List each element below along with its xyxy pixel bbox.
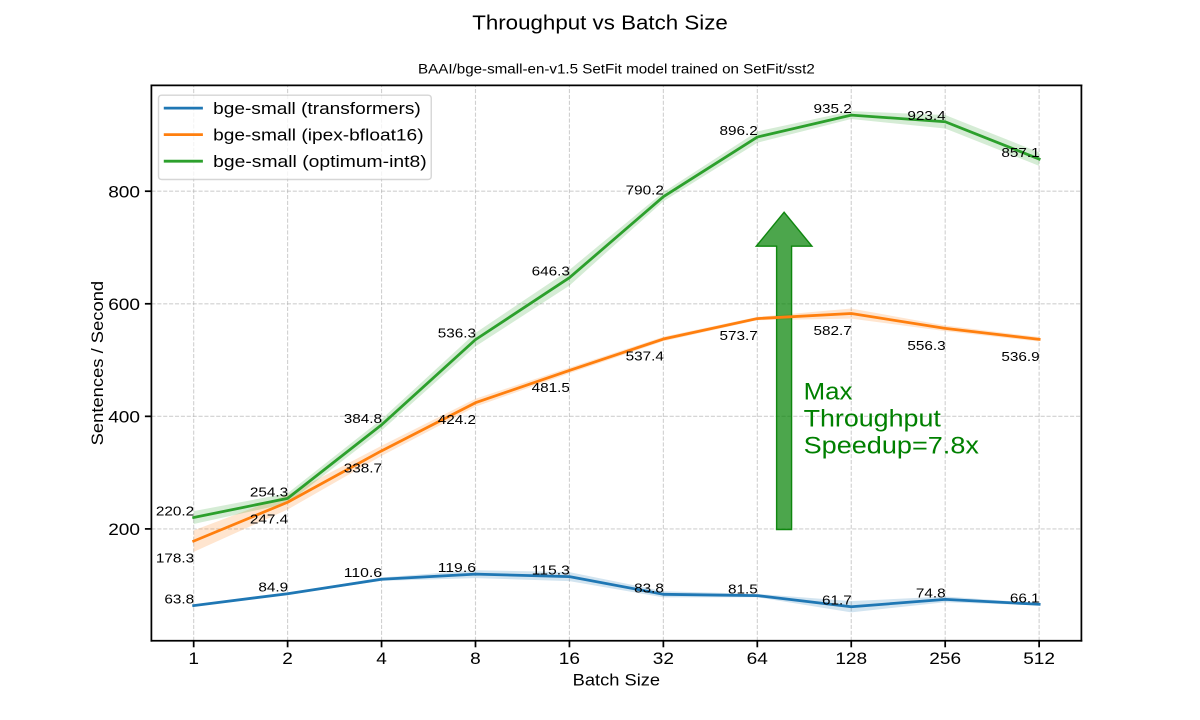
svg-text:BAAI/bge-small-en-v1.5 SetFit: BAAI/bge-small-en-v1.5 SetFit model trai… <box>418 62 815 77</box>
svg-text:790.2: 790.2 <box>626 183 664 198</box>
svg-text:Batch Size: Batch Size <box>573 670 660 689</box>
svg-text:573.7: 573.7 <box>720 328 758 343</box>
svg-text:247.4: 247.4 <box>250 512 289 527</box>
svg-text:32: 32 <box>653 649 674 668</box>
svg-text:Max: Max <box>804 380 853 406</box>
svg-text:923.4: 923.4 <box>907 108 946 123</box>
svg-text:646.3: 646.3 <box>532 264 570 279</box>
svg-text:2: 2 <box>282 649 293 668</box>
svg-text:896.2: 896.2 <box>720 123 758 138</box>
svg-text:bge-small (ipex-bfloat16): bge-small (ipex-bfloat16) <box>213 125 423 144</box>
svg-text:119.6: 119.6 <box>438 560 476 575</box>
svg-text:556.3: 556.3 <box>907 338 945 353</box>
svg-text:Sentences / Second: Sentences / Second <box>88 281 107 445</box>
svg-text:1: 1 <box>188 649 199 668</box>
svg-text:481.5: 481.5 <box>532 380 570 395</box>
svg-text:254.3: 254.3 <box>250 484 288 499</box>
svg-text:66.1: 66.1 <box>1010 590 1040 605</box>
svg-text:8: 8 <box>470 649 481 668</box>
svg-text:64: 64 <box>747 649 768 668</box>
svg-text:200: 200 <box>108 520 140 539</box>
svg-text:935.2: 935.2 <box>813 101 851 116</box>
svg-text:Throughput: Throughput <box>804 407 942 433</box>
svg-text:115.3: 115.3 <box>532 563 570 578</box>
svg-text:128: 128 <box>835 649 867 668</box>
svg-text:110.6: 110.6 <box>344 565 382 580</box>
svg-text:256: 256 <box>929 649 961 668</box>
svg-text:424.2: 424.2 <box>438 412 476 427</box>
svg-text:512: 512 <box>1023 649 1055 668</box>
svg-text:600: 600 <box>108 295 140 314</box>
svg-text:bge-small (transformers): bge-small (transformers) <box>213 99 421 118</box>
svg-text:582.7: 582.7 <box>813 323 851 338</box>
svg-text:800: 800 <box>108 182 140 201</box>
svg-text:63.8: 63.8 <box>164 592 194 607</box>
svg-text:61.7: 61.7 <box>822 593 852 608</box>
svg-text:74.8: 74.8 <box>916 585 946 600</box>
svg-text:338.7: 338.7 <box>344 460 382 475</box>
svg-text:220.2: 220.2 <box>156 504 194 519</box>
svg-text:536.3: 536.3 <box>438 326 476 341</box>
svg-text:Throughput vs Batch Size: Throughput vs Batch Size <box>472 12 728 34</box>
svg-text:83.8: 83.8 <box>634 580 664 595</box>
svg-text:857.1: 857.1 <box>1001 145 1039 160</box>
svg-text:400: 400 <box>108 407 140 426</box>
svg-text:84.9: 84.9 <box>258 580 288 595</box>
svg-text:178.3: 178.3 <box>156 551 194 566</box>
svg-text:537.4: 537.4 <box>626 349 665 364</box>
svg-text:16: 16 <box>559 649 580 668</box>
svg-text:384.8: 384.8 <box>344 411 382 426</box>
svg-text:81.5: 81.5 <box>728 582 758 597</box>
svg-text:536.9: 536.9 <box>1001 349 1039 364</box>
svg-text:4: 4 <box>376 649 387 668</box>
svg-text:bge-small (optimum-int8): bge-small (optimum-int8) <box>213 152 426 171</box>
svg-text:Speedup=7.8x: Speedup=7.8x <box>804 434 980 460</box>
